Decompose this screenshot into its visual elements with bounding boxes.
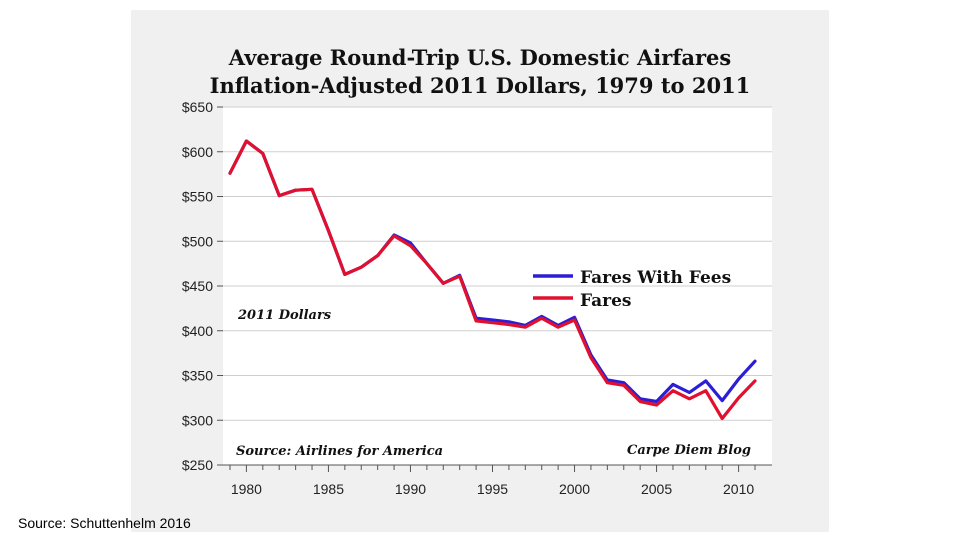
y-tick-label: $550 — [182, 189, 213, 205]
gridlines — [223, 106, 772, 421]
footer-source: Source: Schuttenhelm 2016 — [18, 515, 191, 531]
x-tick-label: 2000 — [559, 481, 590, 497]
y-tick-label: $400 — [182, 323, 213, 339]
legend-label-fares: Fares — [580, 291, 632, 311]
axes: $250 $300 $350 $400 $450 $500 $550 $600 $650 1980… — [182, 99, 772, 497]
y-tick-label: $300 — [182, 412, 213, 428]
y-tick-label: $600 — [182, 144, 213, 160]
blog-annotation: Carpe Diem Blog — [627, 443, 751, 458]
series-line-fares — [228, 139, 757, 421]
x-tick-label: 2005 — [641, 481, 672, 497]
x-tick-label: 1990 — [395, 481, 426, 497]
units-annotation: 2011 Dollars — [237, 308, 332, 323]
legend-label-fares-with-fees: Fares With Fees — [580, 268, 731, 288]
x-tick-label: 2010 — [723, 481, 754, 497]
y-tick-label: $450 — [182, 278, 213, 294]
source-annotation: Source: Airlines for America — [236, 444, 443, 459]
x-tick-label: 1980 — [231, 481, 262, 497]
legend: Fares With Fees Fares — [533, 268, 731, 311]
x-tick-label: 1995 — [477, 481, 508, 497]
chart-title-line-2: Inflation-Adjusted 2011 Dollars, 1979 to… — [209, 73, 751, 98]
chart-title-line-1: Average Round-Trip U.S. Domestic Airfare… — [228, 45, 732, 70]
x-tick-label: 1985 — [313, 481, 344, 497]
series-lines — [228, 139, 757, 421]
y-tick-label: $650 — [182, 99, 213, 115]
y-tick-label: $500 — [182, 233, 213, 249]
y-tick-label: $350 — [182, 368, 213, 384]
chart-title: Average Round-Trip U.S. Domestic Airfare… — [131, 44, 829, 100]
y-tick-label: $250 — [182, 457, 213, 473]
